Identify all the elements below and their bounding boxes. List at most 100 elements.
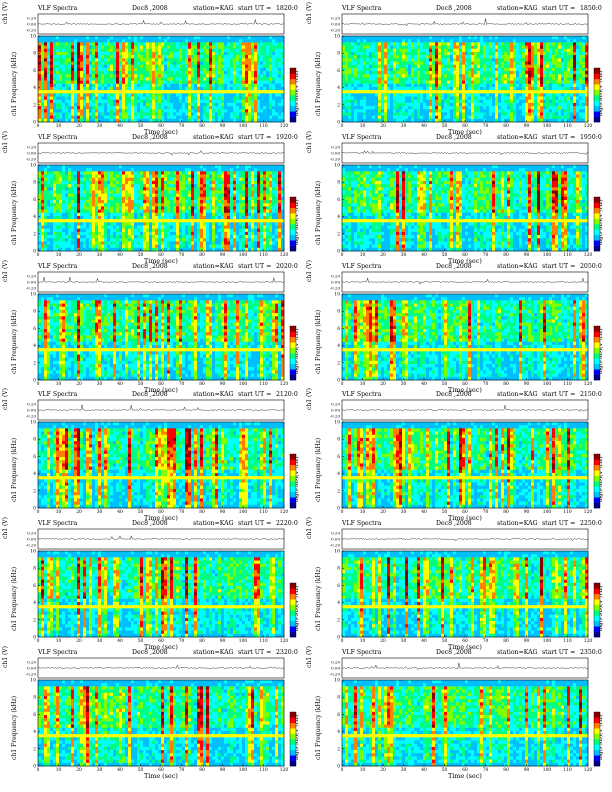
spectrogram-cell <box>468 83 472 88</box>
spectrogram-cell <box>257 106 261 110</box>
spectrogram-cell <box>74 61 78 65</box>
spectrogram-cell <box>543 67 547 72</box>
spectrogram-cell <box>345 86 349 91</box>
spectrogram-cell <box>245 55 249 59</box>
spectrogram-cell <box>420 55 424 59</box>
spectrogram-cell <box>498 90 502 94</box>
spectrogram-cell <box>233 74 237 78</box>
spectrogram-cell <box>504 61 508 65</box>
spectrogram-cell <box>128 58 132 62</box>
spectrogram-cell <box>360 118 364 123</box>
spectrogram-cell <box>501 106 505 110</box>
spectrogram-cell <box>579 74 583 78</box>
spectrogram-cell <box>450 77 454 81</box>
spectrogram-cell <box>402 112 406 116</box>
spectrogram-cell <box>149 64 153 69</box>
spectrogram-cell <box>399 86 403 91</box>
spectrogram-cell <box>414 55 418 59</box>
spectrogram-cell <box>50 80 54 85</box>
spectrogram-cell <box>236 64 240 69</box>
spectrogram-cell <box>47 174 51 179</box>
spectrogram-cell <box>426 96 430 101</box>
spectrogram-cell <box>227 39 231 43</box>
spectrogram-cell <box>266 67 270 72</box>
spectrogram-cell <box>564 61 568 65</box>
spectrogram-cell <box>471 118 475 123</box>
spectrogram-cell <box>582 55 586 59</box>
spectrogram-cell <box>414 109 418 113</box>
spectrogram-cell <box>89 109 93 113</box>
spectrogram-cell <box>540 93 544 97</box>
spectrogram-cell <box>242 106 246 110</box>
spectrogram-cell <box>125 58 129 62</box>
spectrogram-cell <box>363 118 367 123</box>
spectrogram-cell <box>552 51 556 56</box>
spectrogram-cell <box>53 74 57 78</box>
spectrogram-cell <box>257 83 261 88</box>
spectrogram-cell <box>366 83 370 88</box>
spectrogram-cell <box>462 96 466 101</box>
spectrogram-cell <box>375 96 379 101</box>
spectrogram-cell <box>507 48 511 53</box>
spectrogram-cell <box>510 42 514 46</box>
spectrogram-cell <box>281 165 285 169</box>
spectrogram-cell <box>98 99 102 104</box>
spectrogram-cell <box>378 48 382 53</box>
spectrogram-cell <box>495 42 499 46</box>
spectrogram-cell <box>128 74 132 78</box>
spectrogram-cell <box>203 58 207 62</box>
spectrogram-cell <box>206 177 210 182</box>
spectrogram-cell <box>429 102 433 107</box>
spectrogram-cell <box>212 112 216 116</box>
spectrogram-cell <box>113 168 117 172</box>
spectrogram-cell <box>38 55 42 59</box>
spectrogram-cell <box>260 86 264 91</box>
spectrogram-cell <box>528 36 532 40</box>
spectrogram-cell <box>564 80 568 85</box>
spectrogram-cell <box>227 165 231 169</box>
spectrogram-cell <box>68 36 72 40</box>
spectrogram-cell <box>525 48 529 53</box>
spectrogram-cell <box>104 109 108 113</box>
spectrogram-cell <box>170 58 174 62</box>
spectrogram-cell <box>272 99 276 104</box>
spectrogram-cell <box>104 77 108 81</box>
spectrogram-cell <box>131 74 135 78</box>
spectrogram-cell <box>173 42 177 46</box>
spectrogram-cell <box>71 96 75 101</box>
spectrogram-cell <box>474 90 478 94</box>
spectrogram-cell <box>366 64 370 69</box>
spectrogram-cell <box>528 90 532 94</box>
spectrogram-cell <box>125 99 129 104</box>
spectrogram-cell <box>221 80 225 85</box>
spectrogram-cell <box>227 64 231 69</box>
freq-tick-label: 0 <box>337 121 340 126</box>
spectrogram-cell <box>254 80 258 85</box>
spectrogram-cell <box>435 71 439 75</box>
spectrogram-cell <box>47 74 51 78</box>
spectrogram-cell <box>483 112 487 116</box>
time-tick-label: 90 <box>524 124 530 129</box>
spectrogram-cell <box>203 96 207 101</box>
spectrogram-cell <box>161 77 165 81</box>
spectrogram-cell <box>107 80 111 85</box>
spectrogram-cell <box>444 45 448 50</box>
spectrogram-cell <box>65 48 69 53</box>
spectrogram-cell <box>528 51 532 56</box>
spectrogram-cell <box>95 115 99 120</box>
spectrogram-cell <box>573 77 577 81</box>
spectrogram-cell <box>245 90 249 94</box>
spectrogram-cell <box>519 86 523 91</box>
time-tick-label: 50 <box>138 124 144 129</box>
spectrogram-cell <box>278 61 282 65</box>
spectrogram-cell <box>206 77 210 81</box>
spectrogram-cell <box>465 61 469 65</box>
spectrogram-cell <box>206 174 210 179</box>
spectrogram-cell <box>239 42 243 46</box>
spectrogram-cell <box>239 71 243 75</box>
spectrogram-cell <box>543 112 547 116</box>
spectrogram-cell <box>140 36 144 40</box>
spectrogram-cell <box>158 77 162 81</box>
spectrogram-cell <box>113 174 117 179</box>
spectrogram-cell <box>459 48 463 53</box>
